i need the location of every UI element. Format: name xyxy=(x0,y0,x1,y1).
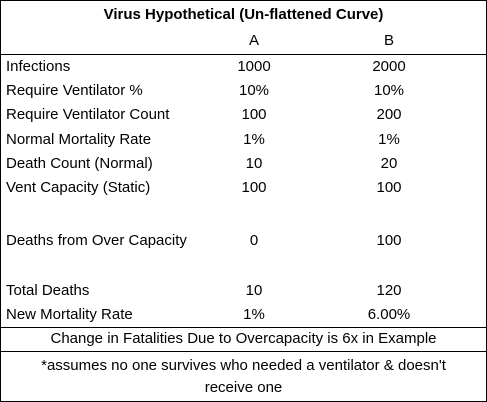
row-label: Death Count (Normal) xyxy=(6,155,153,172)
value-b: 1% xyxy=(378,131,400,148)
value-b: 200 xyxy=(376,106,402,123)
table-row-total-deaths: Total Deaths 10 120 xyxy=(1,279,486,303)
table-row-deaths-over-capacity: Deaths from Over Capacity 0 100 xyxy=(1,229,486,253)
value-a: 0 xyxy=(249,232,259,249)
summary-divider xyxy=(1,327,486,328)
value-a: 1% xyxy=(243,306,265,323)
row-label: Require Ventilator Count xyxy=(6,106,170,123)
table-row-new-mortality-rate: New Mortality Rate 1% 6.00% xyxy=(1,303,486,327)
value-b: 100 xyxy=(376,232,402,249)
value-a: 1% xyxy=(243,131,265,148)
table-row-require-ventilator-count: Require Ventilator Count 100 200 xyxy=(1,103,486,127)
value-b: 100 xyxy=(376,179,402,196)
value-b: 20 xyxy=(380,155,398,172)
summary-text: Change in Fatalities Due to Overcapacity… xyxy=(50,330,437,347)
value-b: 10% xyxy=(373,82,405,99)
value-a: 10% xyxy=(238,82,270,99)
table-row-require-ventilator-pct: Require Ventilator % 10% 10% xyxy=(1,79,486,103)
row-label: Infections xyxy=(6,58,71,75)
row-label: Total Deaths xyxy=(6,282,90,299)
value-a: 10 xyxy=(245,155,263,172)
row-label: Deaths from Over Capacity xyxy=(6,232,187,249)
footnote-divider xyxy=(1,351,486,352)
table-row-vent-capacity: Vent Capacity (Static) 100 100 xyxy=(1,176,486,200)
row-label: New Mortality Rate xyxy=(6,306,133,323)
table-row-death-count-normal: Death Count (Normal) 10 20 xyxy=(1,152,486,176)
value-a: 100 xyxy=(241,106,267,123)
column-header-a: A xyxy=(248,32,259,49)
value-a: 1000 xyxy=(237,58,271,75)
value-b: 2000 xyxy=(372,58,406,75)
value-a: 100 xyxy=(241,179,267,196)
table-row-infections: Infections 1000 2000 xyxy=(1,55,486,79)
row-label: Require Ventilator % xyxy=(6,82,143,99)
value-b: 120 xyxy=(376,282,402,299)
value-b: 6.00% xyxy=(367,306,411,323)
row-label: Vent Capacity (Static) xyxy=(6,179,151,196)
header-divider xyxy=(1,54,486,55)
footnote-line-2: receive one xyxy=(204,379,283,396)
table-row-normal-mortality-rate: Normal Mortality Rate 1% 1% xyxy=(1,128,486,152)
row-label: Normal Mortality Rate xyxy=(6,131,152,148)
footnote-line-1: *assumes no one survives who needed a ve… xyxy=(41,357,446,374)
column-header-b: B xyxy=(383,32,394,49)
table-title: Virus Hypothetical (Un-flattened Curve) xyxy=(103,6,384,23)
value-a: 10 xyxy=(245,282,263,299)
